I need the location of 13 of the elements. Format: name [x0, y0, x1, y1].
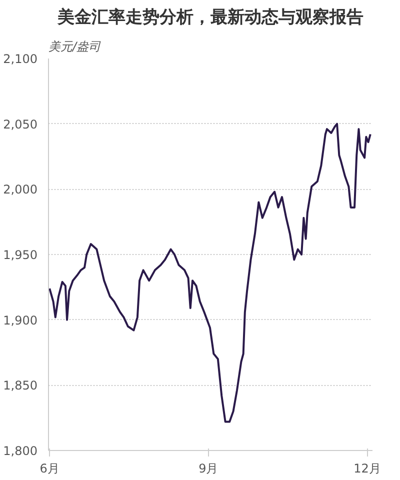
x-tick-label: 9月: [198, 462, 218, 476]
x-tick-label: 12月: [354, 462, 381, 476]
chart-title: 美金汇率走势分析，最新动态与观察报告: [56, 8, 364, 28]
y-tick-label: 2,100: [3, 52, 38, 66]
y-tick-label: 2,000: [3, 182, 38, 197]
y-tick-label: 1,800: [3, 444, 38, 458]
y-axis-title: 美元/盎司: [48, 40, 102, 54]
y-tick-label: 2,050: [3, 117, 38, 132]
x-tick-label: 6月: [40, 462, 60, 476]
y-tick-label: 1,950: [3, 248, 38, 262]
line-series: [48, 122, 372, 423]
y-tick-label: 1,900: [3, 313, 38, 328]
y-tick-label: 1,850: [3, 378, 38, 393]
